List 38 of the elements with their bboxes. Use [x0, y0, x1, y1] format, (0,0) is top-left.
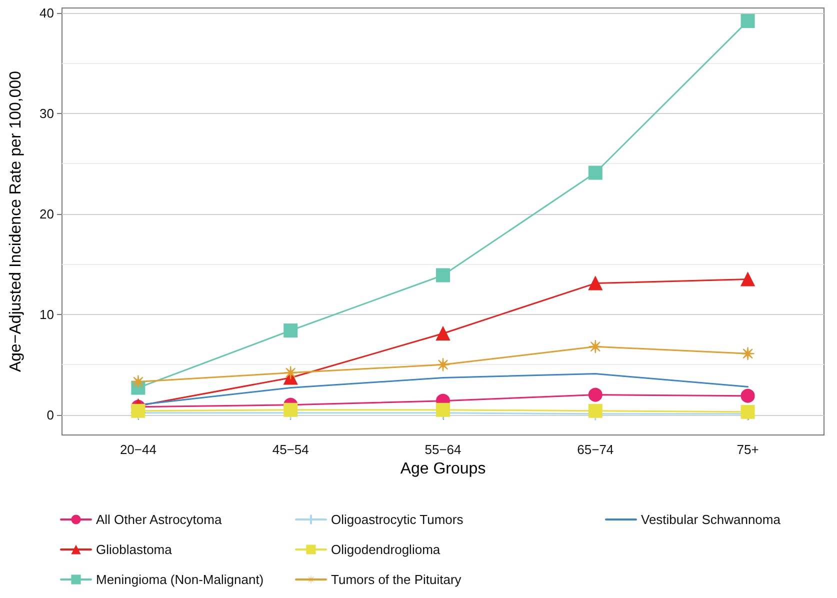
legend-label: Meningioma (Non-Malignant) — [96, 572, 264, 587]
point — [588, 166, 602, 180]
x-tick-label: 45−54 — [272, 442, 309, 457]
point — [131, 374, 146, 389]
y-axis-title: Age−Adjusted Incidence Rate per 100,000 — [8, 70, 24, 372]
x-axis-title: Age Groups — [400, 460, 486, 478]
point — [740, 404, 755, 419]
y-tick-label: 10 — [40, 306, 54, 322]
point — [588, 276, 602, 290]
legend-label: Glioblastoma — [96, 542, 173, 557]
y-tick-label: 30 — [40, 106, 54, 121]
point — [131, 404, 146, 418]
point — [436, 358, 450, 372]
legend-label: Tumors of the Pituitary — [331, 572, 462, 587]
y-tick-label: 0 — [46, 407, 54, 422]
legend-label: Oligodendroglioma — [331, 542, 441, 557]
point — [740, 272, 755, 286]
point — [740, 388, 755, 403]
point — [588, 340, 602, 354]
x-tick-label: 65−74 — [577, 442, 614, 457]
x-tick-label: 75+ — [736, 442, 759, 457]
legend-label: Vestibular Schwannoma — [641, 512, 782, 527]
legend-label: Oligoastrocytic Tumors — [331, 512, 464, 527]
y-tick-label: 40 — [40, 6, 54, 21]
point — [740, 14, 755, 28]
point — [284, 402, 298, 417]
point — [436, 326, 450, 341]
x-tick-label: 55−64 — [424, 442, 462, 457]
x-tick-label: 20−44 — [120, 442, 156, 457]
point — [284, 324, 298, 338]
point — [588, 404, 602, 418]
point — [740, 346, 755, 361]
point — [436, 268, 450, 282]
point — [284, 366, 298, 380]
legend-label: All Other Astrocytoma — [96, 512, 222, 527]
point — [588, 388, 602, 402]
point — [436, 402, 450, 417]
y-tick-label: 20 — [40, 206, 54, 222]
